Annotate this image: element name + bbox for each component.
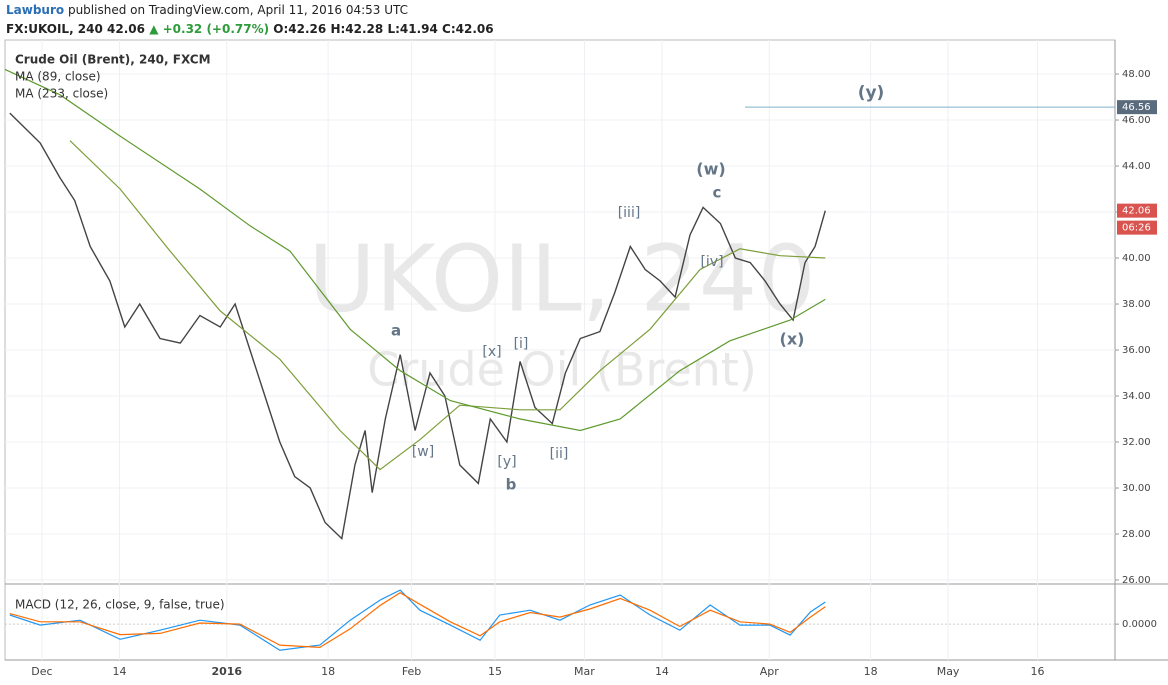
last-price-label: 42.06 bbox=[1122, 206, 1151, 217]
high: H:42.28 bbox=[330, 22, 384, 36]
wave-label: a bbox=[391, 322, 401, 340]
wave-label: [w] bbox=[412, 444, 434, 460]
x-tick-label: Dec bbox=[31, 665, 52, 678]
y-tick-label: 46.00 bbox=[1122, 115, 1151, 126]
legend-entry: Crude Oil (Brent), 240, FXCM bbox=[15, 53, 211, 67]
last-price-badge bbox=[1117, 203, 1157, 218]
y-tick-label: 28.00 bbox=[1122, 529, 1151, 540]
wave-label: b bbox=[506, 476, 517, 494]
y-tick-label: 30.00 bbox=[1122, 483, 1151, 494]
wave-label: [y] bbox=[497, 454, 516, 470]
series-line bbox=[9, 591, 826, 649]
wave-label: [iii] bbox=[618, 205, 641, 221]
x-tick-label: 16 bbox=[1031, 665, 1045, 678]
open: O:42.26 bbox=[273, 22, 327, 36]
x-tick-label: 15 bbox=[488, 665, 502, 678]
y-tick-label: 32.00 bbox=[1122, 437, 1151, 448]
x-tick-label: 18 bbox=[864, 665, 878, 678]
last: 42.06 bbox=[107, 22, 146, 36]
series-line bbox=[69, 140, 826, 471]
wave-label: [ii] bbox=[550, 446, 569, 462]
wave-label: [x] bbox=[482, 344, 501, 360]
series-line bbox=[9, 112, 826, 541]
watermark: UKOIL, 240 bbox=[308, 225, 816, 332]
y-tick-label: 0.0000 bbox=[1122, 619, 1157, 630]
y-tick-label: 34.00 bbox=[1122, 391, 1151, 402]
x-tick-label: 14 bbox=[112, 665, 126, 678]
symbol: FX:UKOIL, 240 bbox=[6, 22, 103, 36]
countdown-label: 06:26 bbox=[1122, 223, 1151, 234]
wave-label: [iv] bbox=[700, 254, 723, 270]
low: L:41.94 bbox=[387, 22, 438, 36]
series-line bbox=[4, 68, 826, 432]
x-tick-label: Apr bbox=[760, 665, 780, 678]
legend-entry: MACD (12, 26, close, 9, false, true) bbox=[15, 598, 225, 612]
y-tick-label: 44.00 bbox=[1122, 161, 1151, 172]
price-badge-label: 46.56 bbox=[1122, 102, 1151, 113]
header: Lawburo published on TradingView.com, Ap… bbox=[0, 0, 1168, 40]
legend-entry: MA (233, close) bbox=[15, 87, 108, 101]
x-tick-label: 2016 bbox=[211, 665, 242, 678]
y-tick-label: 36.00 bbox=[1122, 345, 1151, 356]
y-tick-label: 48.00 bbox=[1122, 69, 1151, 80]
wave-label: (y) bbox=[858, 83, 885, 103]
price-badge bbox=[1117, 100, 1157, 115]
wave-label: [i] bbox=[514, 336, 529, 352]
y-tick-label: 26.00 bbox=[1122, 575, 1151, 586]
x-tick-label: 18 bbox=[321, 665, 335, 678]
wave-label: (x) bbox=[780, 330, 805, 349]
x-tick-label: Feb bbox=[402, 665, 421, 678]
y-tick-label: 38.00 bbox=[1122, 299, 1151, 310]
wave-label: c bbox=[713, 184, 722, 202]
legend-entry: MA (89, close) bbox=[15, 70, 101, 84]
x-tick-label: 14 bbox=[655, 665, 669, 678]
countdown-badge bbox=[1117, 220, 1157, 235]
y-tick-label: 40.00 bbox=[1122, 253, 1151, 264]
change: ▲ +0.32 (+0.77%) bbox=[149, 22, 270, 36]
author[interactable]: Lawburo bbox=[6, 3, 65, 17]
x-tick-label: May bbox=[937, 665, 960, 678]
wave-label: (w) bbox=[696, 160, 725, 179]
x-tick-label: Mar bbox=[574, 665, 595, 678]
symbol-line: FX:UKOIL, 240 42.06 ▲ +0.32 (+0.77%) O:4… bbox=[6, 22, 494, 36]
publish-line: Lawburo published on TradingView.com, Ap… bbox=[6, 3, 408, 17]
published: published on TradingView.com, April 11, … bbox=[67, 3, 409, 17]
close: C:42.06 bbox=[442, 22, 494, 36]
series-line bbox=[9, 589, 826, 651]
